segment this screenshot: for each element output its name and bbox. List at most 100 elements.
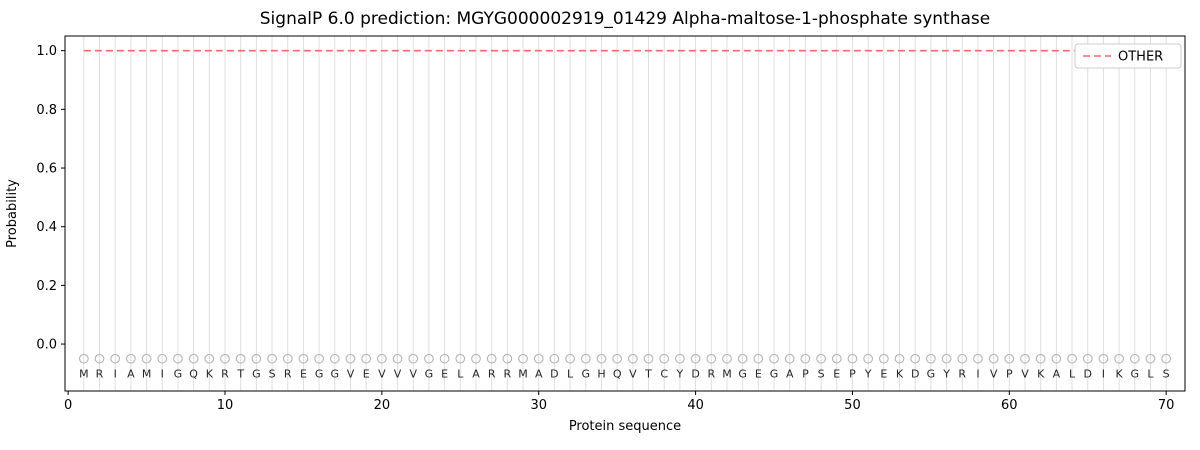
sequence-letter: E [755, 367, 762, 380]
sequence-letter: T [644, 367, 652, 380]
y-tick-label: 0.8 [36, 103, 57, 118]
residue-marker [643, 353, 654, 364]
residue-marker [424, 353, 434, 364]
y-tick-label: 0.0 [36, 338, 57, 353]
residue-marker [1145, 353, 1156, 364]
residue-marker [941, 353, 952, 364]
sequence-letter: I [161, 367, 164, 380]
sequence-letter: P [849, 367, 856, 380]
sequence-letter: V [347, 367, 355, 380]
residue-marker [612, 353, 623, 364]
sequence-letter: V [378, 367, 386, 380]
sequence-letter: G [252, 367, 261, 380]
residue-marker [188, 353, 199, 364]
sequence-letter: E [441, 367, 448, 380]
x-tick-label: 30 [530, 398, 547, 413]
sequence-letter: D [911, 367, 919, 380]
residue-marker [392, 353, 403, 364]
sequence-letter: G [331, 367, 340, 380]
chart-title: SignalP 6.0 prediction: MGYG000002919_01… [260, 9, 990, 29]
sequence-letter: M [518, 367, 528, 380]
sequence-letter: S [269, 367, 276, 380]
residue-marker [204, 353, 215, 364]
sequence-letter: I [114, 367, 117, 380]
residue-marker [973, 353, 983, 364]
sequence-letter: D [691, 367, 699, 380]
residue-marker [690, 353, 701, 364]
sequence-letter: G [425, 367, 434, 380]
residue-marker [1129, 353, 1140, 364]
y-axis-label: Probability [5, 179, 20, 248]
residue-marker [361, 353, 372, 364]
residue-marker [235, 353, 246, 364]
sequence-letter: L [1147, 367, 1154, 380]
sequence-letter: E [833, 367, 840, 380]
residue-marker [455, 353, 466, 364]
sequence-letter: L [1069, 367, 1076, 380]
residue-marker [675, 353, 685, 364]
sequence-letter: V [394, 367, 402, 380]
residue-marker [878, 353, 889, 364]
residue-marker [549, 353, 560, 364]
sequence-letter: V [990, 367, 998, 380]
residue-marker [988, 353, 999, 364]
residue-marker [518, 353, 528, 364]
sequence-letter: G [1131, 367, 1140, 380]
sequence-letter: Y [942, 367, 950, 380]
x-tick-label: 70 [1158, 398, 1175, 413]
residue-marker [627, 353, 638, 364]
sequence-letter: M [79, 367, 89, 380]
x-tick-label: 10 [217, 398, 234, 413]
sequence-letter: A [786, 367, 794, 380]
residue-marker [141, 353, 152, 364]
sequence-letter: I [976, 367, 979, 380]
sequence-letter: R [958, 367, 966, 380]
sequence-letter: L [567, 367, 574, 380]
sequence-letter: A [1053, 367, 1061, 380]
residue-marker [847, 353, 858, 364]
sequence-letter: G [174, 367, 183, 380]
sequence-letter: V [409, 367, 417, 380]
sequence-letter: G [738, 367, 747, 380]
x-tick-label: 50 [844, 398, 861, 413]
legend-label: OTHER [1118, 50, 1163, 65]
sequence-letter: D [1084, 367, 1092, 380]
sequence-letter: R [488, 367, 496, 380]
sequence-letter: R [96, 367, 104, 380]
residue-marker [1114, 353, 1124, 364]
residue-marker [1051, 353, 1062, 364]
sequence-letter: E [880, 367, 887, 380]
residue-marker [1004, 353, 1015, 364]
residue-marker [439, 353, 450, 364]
y-tick-label: 0.4 [36, 220, 57, 235]
residue-marker [267, 353, 277, 364]
residue-marker [126, 353, 136, 364]
sequence-letter: V [1021, 367, 1029, 380]
sequence-letter: Q [613, 367, 622, 380]
x-tick-label: 40 [687, 398, 704, 413]
residue-marker [910, 353, 921, 364]
sequence-letter: A [472, 367, 480, 380]
sequence-letter: C [660, 367, 668, 380]
sequence-letter: G [770, 367, 779, 380]
sequence-letter: Q [189, 367, 198, 380]
residue-marker [110, 353, 121, 364]
sequence-letter: K [896, 367, 904, 380]
residue-marker [471, 353, 481, 364]
sequence-letter: L [457, 367, 464, 380]
residue-marker [78, 353, 89, 364]
residue-marker [753, 353, 764, 364]
sequence-letter: A [535, 367, 543, 380]
sequence-letter: T [236, 367, 244, 380]
sequence-letter: D [550, 367, 558, 380]
y-tick-label: 0.2 [36, 279, 57, 294]
residue-marker [863, 353, 873, 364]
legend: OTHER [1074, 43, 1182, 69]
sequence-letter: Y [864, 367, 872, 380]
residue-marker [1161, 353, 1172, 364]
sequence-letter: Y [676, 367, 684, 380]
axes-frame [64, 35, 1186, 392]
residue-marker [816, 353, 826, 364]
